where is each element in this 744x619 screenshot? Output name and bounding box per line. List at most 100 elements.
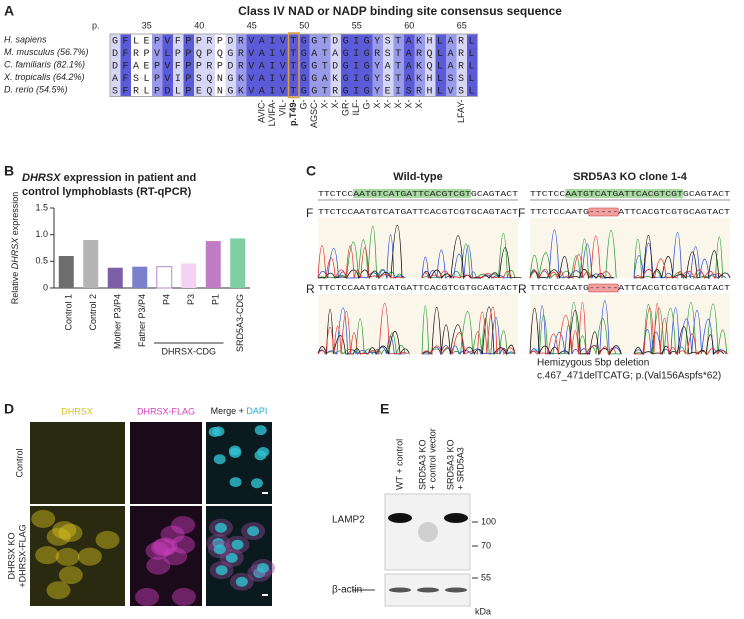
alignment-cell <box>330 46 341 59</box>
alignment-cell <box>278 59 289 72</box>
panel-letter: C <box>306 163 316 179</box>
cell <box>77 547 102 566</box>
consensus-annotation: AVIC- <box>257 100 267 123</box>
alignment-cell <box>414 46 425 59</box>
micrograph <box>30 506 125 606</box>
nucleus <box>254 450 267 461</box>
alignment-cell <box>393 46 404 59</box>
chromatogram-bg <box>318 218 518 278</box>
deletion-box <box>588 283 619 293</box>
read-label: F <box>518 206 525 220</box>
chromatogram-bg <box>530 218 730 278</box>
cell <box>95 530 120 549</box>
title-gene: DHRSX <box>22 172 61 184</box>
nucleus <box>213 454 226 465</box>
alignment-cell <box>162 46 173 59</box>
alignment-cell <box>183 71 194 84</box>
cell <box>151 538 176 557</box>
alignment-cell <box>288 46 299 59</box>
alignment-cell <box>183 46 194 59</box>
x-tick-label: Father P3/P4 <box>137 294 147 347</box>
nucleus <box>228 445 241 456</box>
cell <box>58 566 83 585</box>
micrograph <box>206 506 272 606</box>
group-label: DHRSX-CDG <box>161 346 216 356</box>
alignment-cell <box>246 84 257 97</box>
species-name: M. musculus (56.7%) <box>4 47 89 57</box>
y-label-part: expression <box>10 192 20 238</box>
consensus-annotation: X- <box>414 99 424 108</box>
alignment-cell <box>162 71 173 84</box>
unit-label: kDa <box>475 606 491 616</box>
alignment-cell <box>120 59 131 72</box>
alignment-cell <box>299 71 310 84</box>
alignment-cell <box>404 46 415 59</box>
consensus-annotation: X- <box>404 99 414 108</box>
chromatogram-title: Wild-type <box>393 171 442 183</box>
alignment-cell <box>404 34 415 47</box>
bar <box>132 266 148 288</box>
alignment-cell <box>246 71 257 84</box>
y-axis-label: Relative DHRSX expression <box>10 192 20 305</box>
alignment-cell <box>288 71 299 84</box>
alignment-cell <box>141 46 152 59</box>
alignment-cell <box>120 84 131 97</box>
alignment-cell <box>309 84 320 97</box>
alignment-cell <box>383 71 394 84</box>
alignment-cell <box>362 59 373 72</box>
chromatogram-trace <box>317 234 513 280</box>
alignment-cell <box>362 46 373 59</box>
alignment-cell <box>351 46 362 59</box>
species-name: C. familiaris (82.1%) <box>4 60 85 70</box>
reference-sequence: TTCTCCAATGTCATGATTCACGTCGTGCAGTACT <box>318 191 518 199</box>
scale-bar <box>262 492 268 494</box>
alignment-cell <box>131 34 142 47</box>
alignment-cell <box>404 59 415 72</box>
x-tick-label: Control 1 <box>64 294 74 331</box>
chromatogram-trace <box>317 307 516 356</box>
alignment-cell <box>414 59 425 72</box>
alignment-cell <box>257 59 268 72</box>
alignment-cell <box>173 34 184 47</box>
bar <box>181 263 197 288</box>
chromatogram-trace <box>529 235 731 280</box>
band <box>417 587 439 593</box>
alignment-cell <box>435 71 446 84</box>
alignment-cell <box>288 59 299 72</box>
alignment-cell <box>152 84 163 97</box>
read-sequence: TTCTCCAATG-----ATTCACGTCGTGCAGTACT <box>530 209 730 217</box>
x-tick-label: Mother P3/P4 <box>113 294 123 349</box>
alignment-cell <box>341 59 352 72</box>
chromatogram-bg <box>530 294 730 354</box>
cell <box>52 521 77 540</box>
bar <box>230 238 246 288</box>
sequence: DFAEPVFPPRPDRVAIVTGGTDGIGYATAKQLARL <box>112 61 474 72</box>
band <box>388 513 412 523</box>
read-sequence: TTCTCCAATGTCATGATTCACGTCGTGCAGTACT <box>318 209 518 217</box>
column-header: DHRSX <box>61 406 93 416</box>
bar <box>83 240 99 288</box>
alignment-cell <box>131 84 142 97</box>
sequence: GFLEPVFPPRPDRVAIVTGGTDGIGYSTAKHLARL <box>112 36 474 47</box>
nucleus <box>254 425 267 436</box>
alignment-cell <box>194 46 205 59</box>
cell <box>171 587 196 606</box>
alignment-cell <box>330 84 341 97</box>
alignment-cell <box>225 34 236 47</box>
y-tick-label: 1.0 <box>35 229 48 239</box>
species-name: X. tropicalis (64.2%) <box>3 72 85 82</box>
alignment-cell <box>183 34 194 47</box>
alignment-cell <box>383 34 394 47</box>
alignment-cell <box>131 71 142 84</box>
chart-title: control lymphoblasts (RT-qPCR) <box>22 186 192 198</box>
cell <box>46 527 71 546</box>
alignment-cell <box>383 46 394 59</box>
alignment-cell <box>173 59 184 72</box>
alignment-cell <box>183 59 194 72</box>
read-sequence: TTCTCCAATG-----ATTCACGTCGTGCAGTACT <box>530 285 730 293</box>
alignment-cell <box>341 71 352 84</box>
cell <box>46 581 71 600</box>
position-label: 55 <box>352 20 362 30</box>
marker-label: 100 <box>481 516 496 526</box>
alignment-cell <box>456 46 467 59</box>
